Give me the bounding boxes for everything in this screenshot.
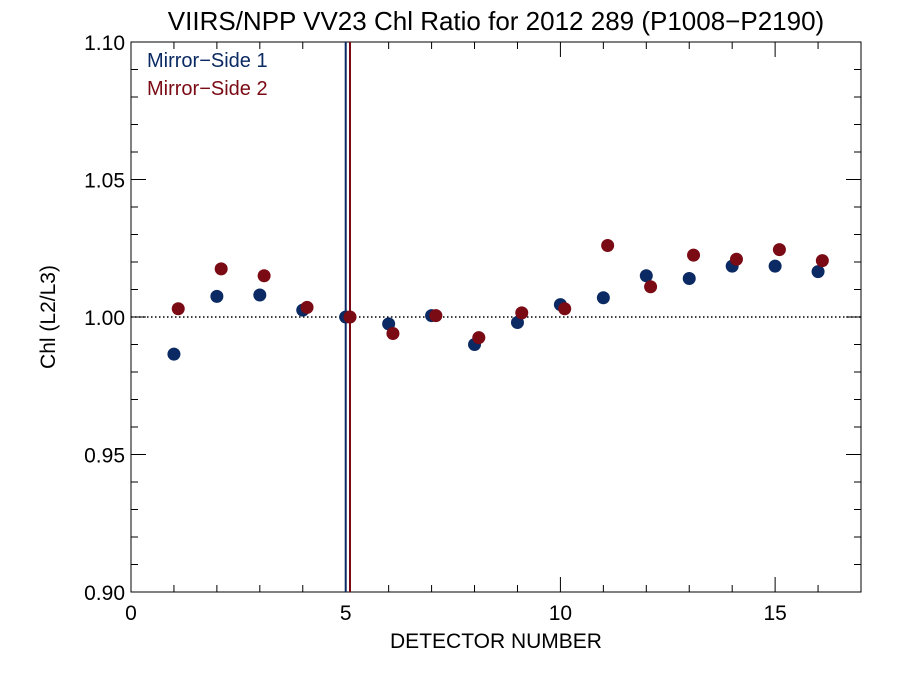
data-point-series-1 — [596, 291, 610, 305]
plot-area: 0 5 10 15 0.90 0.95 1.00 1.05 1.10 Mirror−Side 1 M… — [84, 32, 862, 625]
data-point-series-2 — [343, 310, 357, 324]
data-point-series-1 — [768, 259, 782, 273]
data-point-series-2 — [257, 269, 271, 283]
data-point-series-1 — [811, 265, 825, 279]
data-point-series-2 — [300, 300, 314, 314]
y-tick-label: 0.90 — [84, 582, 125, 605]
data-point-series-2 — [644, 280, 658, 294]
data-point-series-1 — [253, 288, 267, 302]
data-point-series-2 — [386, 327, 400, 340]
data-point-series-1 — [682, 272, 696, 285]
data-point-series-2 — [815, 254, 829, 268]
x-tick-label: 10 — [549, 602, 572, 625]
data-point-series-1 — [167, 347, 181, 361]
data-point-series-2 — [729, 252, 743, 266]
data-point-series-2 — [558, 302, 572, 316]
chart-title: VIIRS/NPP VV23 Chl Ratio for 2012 289 (P… — [168, 6, 824, 36]
x-tick-label: 15 — [763, 602, 786, 625]
data-point-series-2 — [171, 302, 185, 316]
data-point-series-2 — [214, 262, 228, 276]
legend-entry: Mirror−Side 1 — [147, 50, 268, 72]
y-tick-label: 1.10 — [84, 32, 125, 55]
data-point-series-2 — [472, 331, 486, 345]
data-point-series-2 — [601, 239, 615, 252]
y-axis-label: Chl (L2/L3) — [37, 265, 60, 369]
data-point-series-1 — [639, 269, 653, 283]
x-tick-label: 5 — [340, 602, 352, 625]
y-tick-label: 0.95 — [84, 445, 125, 468]
x-axis-label: DETECTOR NUMBER — [390, 630, 602, 653]
data-point-series-2 — [429, 309, 443, 323]
data-point-series-2 — [515, 306, 529, 320]
y-tick-label: 1.05 — [84, 170, 125, 193]
data-point-series-1 — [210, 289, 224, 303]
data-point-series-2 — [772, 243, 786, 257]
legend-entry: Mirror−Side 2 — [147, 78, 268, 100]
x-tick-label: 0 — [125, 602, 137, 625]
y-tick-label: 1.00 — [84, 307, 125, 330]
data-point-series-2 — [687, 248, 701, 262]
